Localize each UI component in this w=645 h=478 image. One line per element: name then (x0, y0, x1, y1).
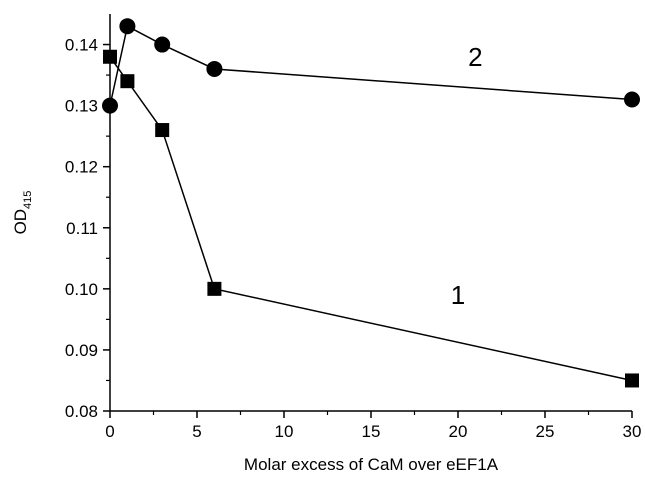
chart-axes (109, 14, 632, 412)
x-tick-label: 30 (623, 422, 642, 441)
y-axis-title-subscript: 415 (22, 191, 34, 209)
y-tick-label: 0.11 (66, 219, 98, 238)
y-axis-title-main: OD (11, 209, 30, 235)
x-tick-label: 20 (449, 422, 468, 441)
series-2 (102, 18, 640, 114)
chart-labels: Molar excess of CaM over eEF1A OD415 1 2 (11, 42, 499, 474)
data-point-square (120, 74, 135, 89)
x-tick-label: 25 (536, 422, 555, 441)
data-point-square (625, 373, 639, 388)
y-tick-label: 0.14 (65, 36, 98, 55)
y-tick-label: 0.09 (65, 341, 98, 360)
x-axis-title: Molar excess of CaM over eEF1A (244, 455, 499, 474)
x-tick-label: 5 (192, 422, 201, 441)
y-tick-label: 0.08 (65, 402, 98, 421)
data-point-circle (624, 91, 640, 108)
data-point-circle (119, 18, 136, 35)
x-tick-label: 10 (275, 422, 294, 441)
data-point-square (103, 49, 117, 64)
data-point-square (207, 281, 222, 296)
y-tick-label: 0.13 (65, 97, 98, 116)
series-line-1 (109, 56, 633, 382)
chart-series (102, 18, 640, 388)
series-1 (103, 49, 639, 388)
data-point-circle (154, 36, 171, 53)
series-label-1: 1 (451, 280, 465, 310)
y-tick-label: 0.12 (65, 158, 98, 177)
series-line-2 (109, 25, 633, 106)
series-label-2: 2 (468, 42, 482, 72)
data-point-square (155, 123, 170, 138)
data-point-circle (206, 60, 223, 77)
y-axis-title: OD415 (11, 191, 34, 235)
chart-ticks: 0 5 10 15 20 25 30 0.08 0.09 0.10 0.11 0.12 0.13 0.14 (65, 36, 642, 441)
y-tick-label: 0.10 (65, 280, 98, 299)
x-tick-label: 0 (105, 422, 114, 441)
data-point-circle (102, 97, 118, 114)
x-tick-label: 15 (362, 422, 381, 441)
